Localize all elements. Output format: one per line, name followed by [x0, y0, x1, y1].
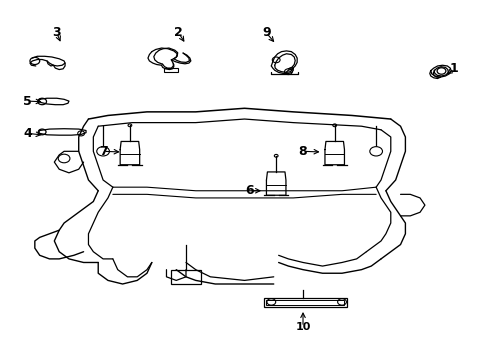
Circle shape [97, 147, 109, 156]
Bar [266, 300, 344, 305]
Circle shape [369, 147, 382, 156]
Text: 7: 7 [99, 145, 107, 158]
Text: 5: 5 [23, 95, 32, 108]
Text: 9: 9 [262, 27, 270, 40]
Text: 4: 4 [23, 127, 32, 140]
Text: 3: 3 [52, 27, 61, 40]
Text: 6: 6 [244, 184, 253, 197]
Bar [163, 68, 177, 72]
Text: 10: 10 [295, 322, 310, 332]
Bar [171, 270, 200, 284]
Text: 2: 2 [174, 27, 183, 40]
Text: 8: 8 [298, 145, 306, 158]
Text: 1: 1 [449, 62, 458, 75]
Bar [264, 298, 346, 307]
